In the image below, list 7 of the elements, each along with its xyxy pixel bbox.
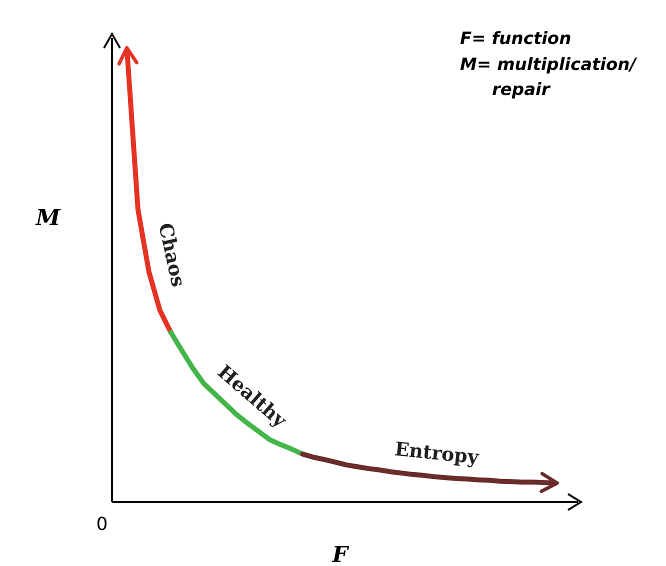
text: 0 — [96, 514, 108, 535]
annotation: M= multiplication/ repair — [460, 55, 638, 100]
y-axis-title: M — [34, 205, 61, 231]
x-axis-title: F — [331, 542, 350, 566]
text: Chaos — [154, 221, 190, 289]
text: F= function — [460, 29, 572, 49]
text: Entropy — [394, 438, 481, 469]
